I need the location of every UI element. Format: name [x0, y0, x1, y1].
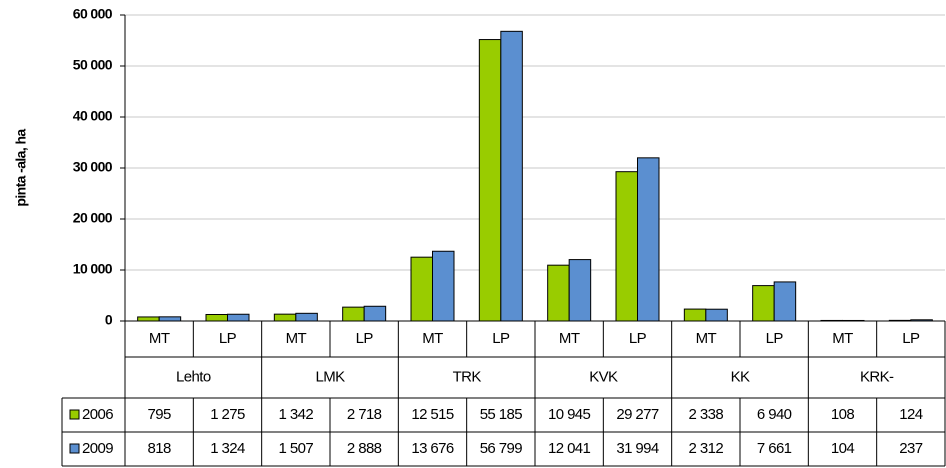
y-tick-label: 0 [105, 312, 113, 328]
x-tick-label: MT [696, 330, 717, 347]
y-tick-label: 10 000 [73, 261, 113, 277]
y-tick-label: 40 000 [73, 108, 113, 124]
bar [227, 313, 250, 322]
table-value: 1 342 [279, 406, 314, 423]
x-tick-label: LP [492, 330, 510, 347]
table-value: 6 940 [757, 406, 792, 423]
bar [568, 259, 592, 322]
bar [158, 316, 182, 322]
table-value: 818 [148, 440, 171, 457]
bar [342, 306, 365, 322]
bar [500, 30, 523, 322]
y-tick-label: 50 000 [73, 57, 113, 73]
bar [478, 39, 502, 322]
x-tick-label: MT [286, 330, 307, 347]
x-tick-label: MT [832, 330, 853, 347]
bar [273, 313, 297, 322]
table-value: 55 185 [480, 406, 523, 423]
bar [410, 256, 433, 322]
table-value: 108 [831, 406, 854, 423]
y-tick-label: 60 000 [73, 6, 113, 22]
bar [637, 157, 660, 322]
group-label: Lehto [176, 368, 211, 385]
legend-label: 2009 [82, 440, 113, 457]
group-label: KVK [589, 368, 618, 385]
table-value: 10 945 [548, 406, 591, 423]
legend-swatch [69, 443, 80, 454]
table-value: 29 277 [616, 406, 659, 423]
x-tick-label: LP [902, 330, 920, 347]
table-value: 2 312 [689, 440, 724, 457]
table-value: 1 324 [210, 440, 245, 457]
x-tick-label: LP [219, 330, 237, 347]
table-value: 13 676 [411, 440, 454, 457]
x-tick-label: LP [356, 330, 374, 347]
x-tick-label: MT [422, 330, 443, 347]
group-label: LMK [315, 368, 345, 385]
group-label: KK [731, 368, 750, 385]
bar [683, 308, 707, 322]
bar [705, 308, 728, 322]
bar [363, 305, 387, 322]
table-value: 7 661 [757, 440, 792, 457]
table-value: 1 507 [279, 440, 314, 457]
y-tick-label: 20 000 [73, 210, 113, 226]
bar [615, 171, 638, 322]
legend-swatch [69, 409, 80, 420]
table-value: 237 [899, 440, 922, 457]
x-tick-label: MT [149, 330, 170, 347]
x-tick-label: LP [629, 330, 647, 347]
table-value: 2 718 [347, 406, 382, 423]
x-tick-label: MT [559, 330, 580, 347]
bar [205, 313, 228, 322]
bar [295, 312, 318, 322]
bar [547, 264, 570, 322]
group-label: TRK [453, 368, 482, 385]
table-value: 2 888 [347, 440, 382, 457]
table-value: 56 799 [480, 440, 523, 457]
bar [773, 281, 797, 322]
x-tick-label: LP [766, 330, 784, 347]
y-axis-label: pinta -ala, ha [13, 129, 29, 207]
y-tick-label: 30 000 [73, 159, 113, 175]
table-value: 12 041 [548, 440, 591, 457]
bar [432, 250, 455, 322]
table-value: 104 [831, 440, 854, 457]
table-value: 31 994 [616, 440, 659, 457]
table-value: 124 [899, 406, 922, 423]
bar [137, 316, 160, 322]
table-value: 12 515 [411, 406, 454, 423]
group-label: KRK- [860, 368, 894, 385]
legend-label: 2006 [82, 406, 113, 423]
table-value: 795 [148, 406, 171, 423]
bar [752, 285, 775, 322]
table-value: 1 275 [210, 406, 245, 423]
table-value: 2 338 [689, 406, 724, 423]
